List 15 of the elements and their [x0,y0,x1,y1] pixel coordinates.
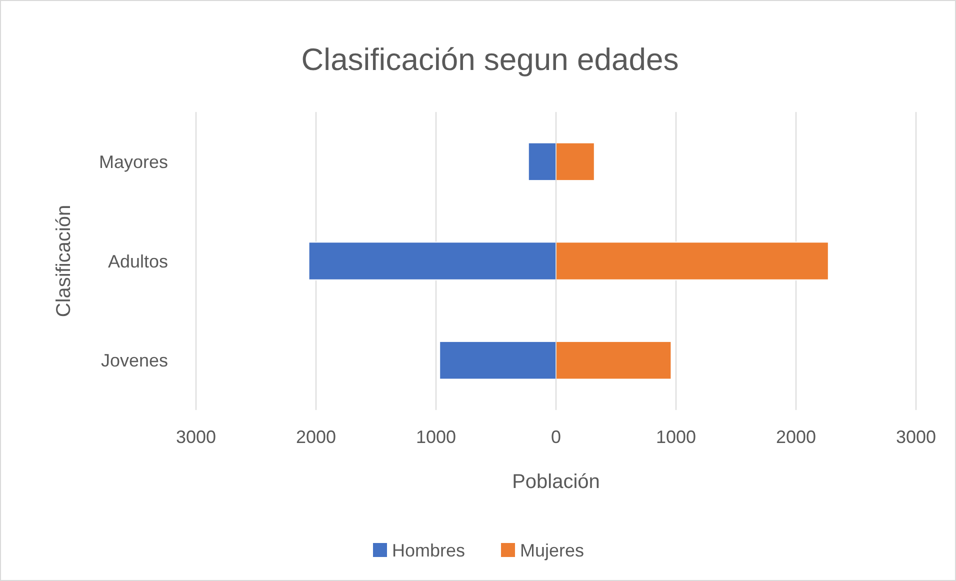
chart-title: Clasificación segun edades [301,42,679,77]
x-tick-label: 3000 [896,427,936,447]
y-tick-label: Adultos [108,251,168,272]
y-axis-title: Clasificación [53,204,75,318]
x-tick-label: 1000 [656,427,696,447]
legend-label: Hombres [392,540,466,560]
x-axis-title: Población [512,471,600,493]
x-tick-label: 2000 [296,427,336,447]
x-tick-label: 2000 [776,427,816,447]
y-tick-label: Mayores [98,152,168,172]
x-tick-label: 3000 [176,427,216,447]
y-tick-label: Jovenes [100,350,168,371]
legend-label: Mujeres [520,540,584,560]
x-tick-label: 1000 [416,427,456,447]
x-tick-label: 0 [550,427,562,447]
